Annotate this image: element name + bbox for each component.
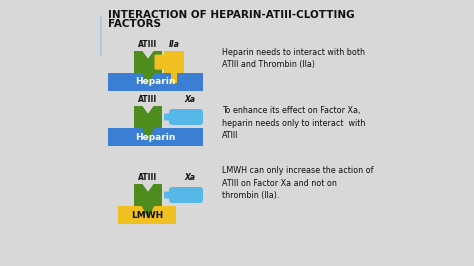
Text: FACTORS: FACTORS: [108, 19, 161, 29]
Polygon shape: [142, 106, 154, 114]
Text: Heparin needs to interact with both
ATIII and Thrombin (IIa): Heparin needs to interact with both ATII…: [222, 48, 365, 69]
Text: ATIII: ATIII: [138, 173, 158, 182]
Text: ATIII: ATIII: [138, 95, 158, 104]
Polygon shape: [142, 206, 155, 218]
Text: ATIII: ATIII: [138, 40, 158, 49]
FancyBboxPatch shape: [169, 187, 203, 203]
Text: IIa: IIa: [169, 40, 180, 49]
FancyBboxPatch shape: [164, 192, 173, 198]
Bar: [134, 51, 162, 73]
FancyBboxPatch shape: [164, 114, 173, 120]
Bar: [164, 51, 184, 73]
Polygon shape: [142, 73, 155, 85]
Bar: [134, 106, 162, 128]
Bar: [118, 206, 176, 224]
FancyBboxPatch shape: [169, 109, 203, 125]
Polygon shape: [142, 51, 154, 59]
Bar: [134, 184, 162, 206]
Bar: [100, 16, 102, 56]
Text: LMWH: LMWH: [131, 210, 163, 219]
Text: Heparin: Heparin: [135, 132, 176, 142]
Bar: [108, 73, 203, 91]
Bar: [171, 73, 177, 83]
Text: LMWH can only increase the action of
ATIII on Factor Xa and not on
thrombin (IIa: LMWH can only increase the action of ATI…: [222, 166, 374, 200]
Polygon shape: [142, 128, 155, 140]
Text: Heparin: Heparin: [135, 77, 176, 86]
Text: Xa: Xa: [184, 173, 195, 182]
Polygon shape: [142, 184, 154, 192]
FancyBboxPatch shape: [155, 55, 165, 70]
Text: INTERACTION OF HEPARIN-ATIII-CLOTTING: INTERACTION OF HEPARIN-ATIII-CLOTTING: [108, 10, 355, 20]
Text: Xa: Xa: [184, 95, 195, 104]
Text: To enhance its effect on Factor Xa,
heparin needs only to interact  with
ATIII: To enhance its effect on Factor Xa, hepa…: [222, 106, 365, 140]
Bar: [108, 128, 203, 146]
